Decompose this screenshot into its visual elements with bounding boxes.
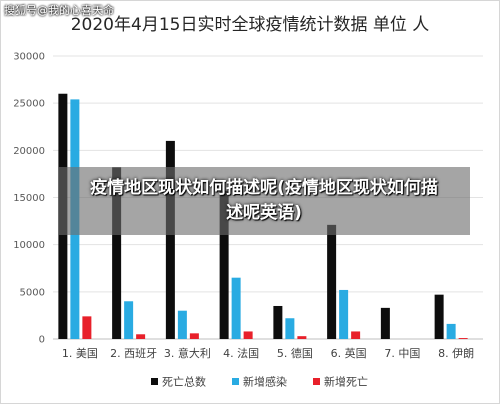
bar-3-4: [243, 331, 253, 339]
legend-swatch-1: [151, 378, 158, 385]
bar-3-5: [297, 336, 307, 339]
bar-3-1: [82, 316, 92, 339]
x-category-label: 6. 英国: [331, 346, 367, 360]
bar-1-6: [327, 224, 337, 339]
y-tick-label: 30000: [13, 52, 45, 63]
x-category-label: 8. 伊朗: [438, 347, 474, 360]
legend: 死亡总数 新增感染 新增死亡: [151, 375, 368, 389]
legend-label-3: 新增死亡: [324, 375, 368, 389]
legend-label-1: 死亡总数: [162, 375, 206, 389]
x-category-label: 4. 法国: [223, 346, 259, 360]
watermark-text: 搜狐号@我的心喜天命: [4, 4, 114, 17]
x-axis-category-labels: 1. 美国 2. 西班牙 3. 意大利 4. 法国 5. 德国 6. 英国 7. 中国 8. …: [62, 346, 474, 360]
x-category-label: 1. 美国: [62, 347, 98, 360]
legend-swatch-2: [232, 378, 239, 385]
x-category-label: 7. 中国: [384, 347, 420, 360]
bar-1-7: [380, 307, 390, 339]
y-tick-label: 25000: [13, 99, 45, 110]
bar-3-8: [458, 338, 468, 339]
bar-2-5: [285, 318, 295, 339]
bar-1-4: [219, 190, 229, 339]
x-category-label: 2. 西班牙: [110, 347, 157, 360]
bar-2-4: [231, 277, 241, 339]
bar-1-8: [434, 294, 444, 339]
y-tick-label: 10000: [13, 240, 45, 251]
bar-3-6: [351, 331, 361, 339]
chart-title: 2020年4月15日实时全球疫情统计数据 单位 人: [71, 15, 430, 35]
bar-2-2: [124, 301, 134, 339]
bar-2-3: [177, 310, 187, 339]
caption-overlay-text: 疫情地区现状如何描述呢(疫情地区现状如何描述呢英语): [90, 178, 438, 223]
y-tick-label: 5000: [20, 287, 45, 298]
y-tick-label: 15000: [13, 193, 45, 204]
y-tick-label: 20000: [13, 146, 45, 157]
x-category-label: 3. 意大利: [164, 346, 211, 360]
legend-label-2: 新增感染: [243, 375, 287, 389]
y-axis-tick-labels: 0 5000 10000 15000 20000 25000 30000: [13, 52, 45, 346]
bar-1-2: [112, 167, 122, 339]
bar-2-8: [446, 323, 456, 339]
bar-2-6: [339, 289, 349, 339]
bar-3-2: [136, 334, 146, 339]
bar-3-3: [189, 333, 199, 339]
x-category-label: 5. 德国: [277, 346, 313, 360]
bar-1-3: [165, 140, 175, 339]
caption-overlay: 疫情地区现状如何描述呢(疫情地区现状如何描述呢英语): [58, 167, 470, 235]
bar-1-5: [273, 305, 283, 339]
legend-swatch-3: [313, 378, 320, 385]
y-tick-label: 0: [39, 335, 45, 346]
